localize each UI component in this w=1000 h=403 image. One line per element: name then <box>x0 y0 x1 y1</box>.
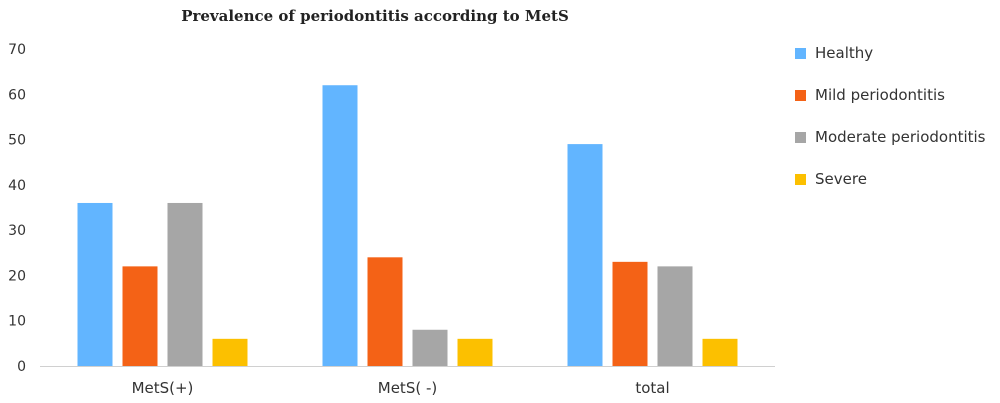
y-tick-label: 0 <box>17 359 26 375</box>
bar-moderate-periodontitis-2 <box>412 329 448 366</box>
y-tick-label: 70 <box>8 42 26 58</box>
x-tick-label: total <box>635 379 669 397</box>
bar-severe-2 <box>457 338 493 366</box>
y-tick-label: 10 <box>8 314 26 330</box>
y-tick-label: 50 <box>8 133 26 149</box>
y-tick-label: 20 <box>8 268 26 284</box>
bar-mild-periodontitis-3 <box>612 261 648 366</box>
legend: Healthy Mild periodontitis Moderate period… <box>795 44 986 188</box>
x-axis-labels: MetS(+) MetS( -) total <box>132 379 670 397</box>
chart-title: Prevalence of periodontitis according to… <box>181 7 569 25</box>
bar-mild-periodontitis-2 <box>367 257 403 366</box>
legend-swatch <box>795 132 806 143</box>
bar-moderate-periodontitis-1 <box>167 202 203 366</box>
legend-label: Severe <box>815 170 867 188</box>
y-axis: 0 10 20 30 40 50 60 70 <box>8 42 26 375</box>
y-tick-label: 30 <box>8 223 26 239</box>
legend-swatch <box>795 90 806 101</box>
bars <box>77 85 738 366</box>
legend-swatch <box>795 174 806 185</box>
bar-severe-1 <box>212 338 248 366</box>
legend-label: Healthy <box>815 44 873 62</box>
bar-moderate-periodontitis-3 <box>657 266 693 366</box>
bar-healthy-2 <box>322 85 358 366</box>
bar-healthy-3 <box>567 144 603 366</box>
y-tick-label: 40 <box>8 178 26 194</box>
y-tick-label: 60 <box>8 87 26 103</box>
x-tick-label: MetS(+) <box>132 379 194 397</box>
bar-healthy-1 <box>77 202 113 366</box>
x-tick-label: MetS( -) <box>378 379 437 397</box>
legend-label: Moderate periodontitis <box>815 128 986 146</box>
bar-severe-3 <box>702 338 738 366</box>
legend-label: Mild periodontitis <box>815 86 945 104</box>
bar-mild-periodontitis-1 <box>122 266 158 366</box>
legend-swatch <box>795 48 806 59</box>
